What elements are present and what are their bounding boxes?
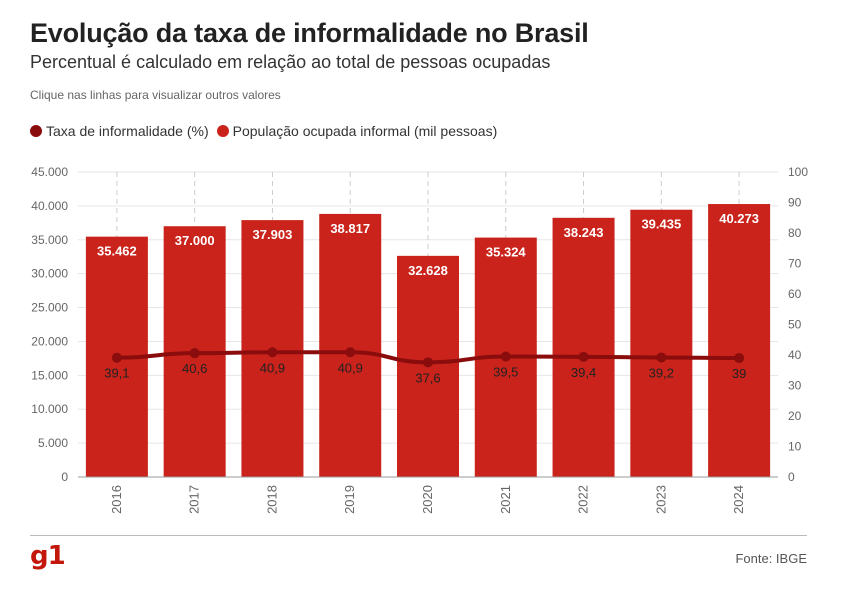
- y-right-tick-label: 20: [788, 409, 802, 423]
- bar-value-label: 35.324: [486, 245, 527, 260]
- bar[interactable]: [708, 204, 771, 477]
- x-tick-label: 2024: [731, 485, 746, 514]
- line-point[interactable]: [345, 347, 356, 358]
- bar-value-label: 37.000: [175, 233, 215, 248]
- line-value-label: 39,4: [571, 365, 596, 380]
- x-tick-label: 2020: [420, 485, 435, 514]
- g1-logo: g1: [30, 541, 66, 571]
- y-right-tick-label: 50: [788, 318, 802, 332]
- x-tick-label: 2019: [342, 485, 357, 514]
- legend-item-populacao[interactable]: População ocupada informal (mil pessoas): [216, 123, 498, 139]
- chart-instruction-note: Clique nas linhas para visualizar outros…: [30, 88, 281, 102]
- chart-subtitle: Percentual é calculado em relação ao tot…: [30, 52, 551, 72]
- y-right-tick-label: 90: [788, 196, 802, 210]
- footer-divider: [30, 535, 807, 536]
- y-left-tick-label: 40.000: [31, 199, 68, 213]
- y-left-tick-label: 15.000: [31, 368, 68, 382]
- bar-value-label: 35.462: [97, 244, 137, 259]
- bar-value-label: 37.903: [253, 227, 293, 242]
- x-tick-label: 2022: [576, 485, 591, 514]
- y-left-tick-label: 35.000: [31, 233, 68, 247]
- x-tick-label: 2018: [264, 485, 279, 514]
- y-left-tick-label: 5.000: [38, 436, 68, 450]
- line-point[interactable]: [423, 357, 433, 368]
- x-tick-label: 2023: [653, 485, 668, 514]
- bar[interactable]: [630, 209, 693, 478]
- line-value-label: 39,1: [104, 366, 129, 381]
- bar-value-label: 32.628: [408, 263, 448, 278]
- y-right-tick-label: 100: [788, 165, 808, 179]
- line-point[interactable]: [734, 353, 745, 364]
- y-right-tick-label: 80: [788, 226, 802, 240]
- line-point[interactable]: [267, 347, 278, 358]
- line-point[interactable]: [578, 351, 589, 362]
- line-point[interactable]: [656, 352, 667, 363]
- y-left-tick-label: 20.000: [31, 334, 68, 348]
- y-left-tick-label: 45.000: [31, 165, 68, 179]
- bar-value-label: 40.273: [719, 211, 759, 226]
- source-note: Fonte: IBGE: [735, 551, 807, 566]
- y-right-tick-label: 70: [788, 257, 802, 271]
- line-value-label: 39: [732, 366, 746, 381]
- legend-dot-icon: [30, 125, 42, 137]
- y-right-tick-label: 0: [788, 470, 795, 484]
- legend-item-taxa[interactable]: Taxa de informalidade (%): [30, 123, 209, 139]
- x-tick-label: 2021: [498, 485, 513, 514]
- y-left-tick-label: 25.000: [31, 301, 68, 315]
- line-value-label: 39,2: [649, 365, 674, 380]
- x-tick-label: 2017: [187, 485, 202, 514]
- chart-legend: Taxa de informalidade (%) População ocup…: [30, 123, 505, 139]
- bar-value-label: 38.817: [330, 221, 370, 236]
- legend-label: Taxa de informalidade (%): [46, 123, 209, 139]
- y-right-tick-label: 60: [788, 287, 802, 301]
- line-value-label: 40,9: [338, 360, 363, 375]
- line-value-label: 40,9: [260, 360, 285, 375]
- bar[interactable]: [552, 217, 615, 478]
- y-right-tick-label: 30: [788, 379, 802, 393]
- y-right-tick-label: 40: [788, 348, 802, 362]
- legend-label: População ocupada informal (mil pessoas): [232, 123, 498, 139]
- y-left-tick-label: 10.000: [31, 402, 68, 416]
- line-point[interactable]: [111, 352, 122, 363]
- x-tick-label: 2016: [109, 485, 124, 514]
- line-value-label: 39,5: [493, 365, 518, 380]
- bar[interactable]: [319, 213, 382, 478]
- line-point[interactable]: [189, 348, 200, 359]
- bar-value-label: 38.243: [564, 225, 604, 240]
- chart-title: Evolução da taxa de informalidade no Bra…: [30, 18, 589, 48]
- line-value-label: 40,6: [182, 361, 207, 376]
- y-left-tick-label: 30.000: [31, 267, 68, 281]
- line-value-label: 37,6: [415, 370, 440, 385]
- legend-dot-icon: [216, 125, 229, 137]
- y-right-tick-label: 10: [788, 440, 802, 454]
- bar-value-label: 39.435: [641, 217, 681, 232]
- line-point[interactable]: [500, 351, 511, 362]
- y-left-tick-label: 0: [61, 470, 68, 484]
